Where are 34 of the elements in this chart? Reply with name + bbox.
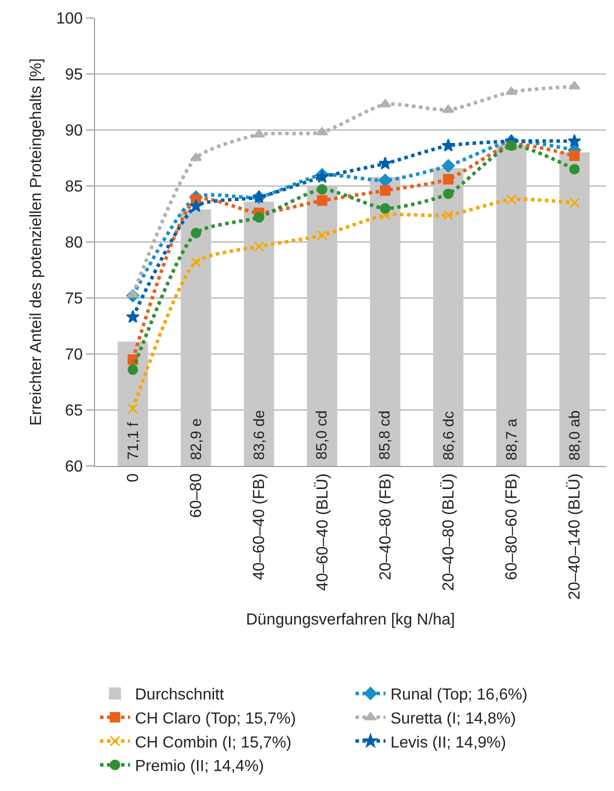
y-tick-label: 95 (65, 66, 83, 84)
legend-label: Suretta (I; 14,8%) (390, 710, 516, 728)
y-tick-label: 60 (65, 458, 83, 476)
data-label: 88,7 a (503, 418, 520, 460)
x-tick-label: 40–60–40 (BLÜ) (313, 473, 332, 591)
x-tick-label: 0 (125, 473, 142, 482)
data-label: 82,9 e (188, 418, 205, 460)
data-label: 85,0 cd (314, 410, 331, 460)
data-label: 85,8 cd (376, 410, 394, 460)
data-label: 83,6 de (251, 410, 268, 460)
y-tick-label: 90 (65, 122, 83, 140)
x-tick-label: 20–40–80 (FB) (377, 473, 394, 580)
legend-label: Premio (II; 14,4%) (135, 758, 264, 776)
y-axis-title: Erreichter Anteil des potenziellen Proteingehalts [%] (28, 58, 45, 426)
y-tick-label: 65 (65, 402, 83, 420)
legend-label: CH Combin (I; 15,7%) (135, 734, 292, 752)
legend-label: Levis (II; 14,9%) (390, 734, 506, 752)
x-tick-label: 20–40–80 (BLÜ) (439, 473, 458, 591)
legend-label: Durchschnitt (135, 686, 224, 704)
y-tick-label: 100 (56, 10, 83, 28)
x-tick-label: 60–80 (188, 473, 206, 518)
y-tick-label: 80 (65, 234, 83, 252)
x-tick-label: 60–80–60 (FB) (504, 473, 521, 580)
legend-label: Runal (Top; 16,6%) (390, 686, 528, 704)
data-label: 86,6 dc (440, 410, 458, 460)
y-tick-label: 70 (65, 346, 83, 364)
data-label: 71,1 f (124, 421, 142, 460)
y-tick-label: 75 (65, 290, 83, 308)
x-axis-title: Düngungsverfahren [kg N/ha] (246, 611, 456, 628)
legend-label: CH Claro (Top; 15,7%) (135, 710, 296, 728)
data-label: 88,0 ab (566, 410, 584, 460)
y-tick-label: 85 (65, 178, 83, 196)
x-tick-label: 40–60–40 (FB) (251, 473, 268, 580)
x-tick-label: 20–40–140 (BLÜ) (566, 473, 584, 600)
